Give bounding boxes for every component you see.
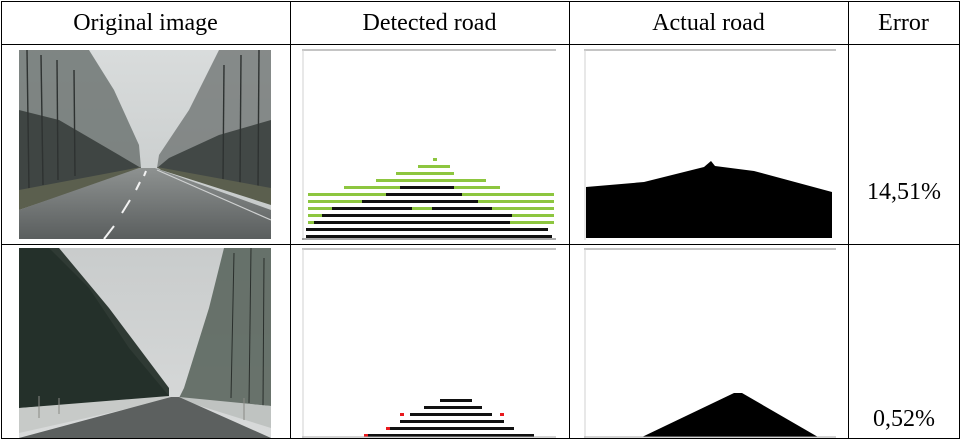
table-border-bottom bbox=[1, 438, 960, 439]
header-detected-road: Detected road bbox=[362, 10, 497, 36]
col-border-right bbox=[959, 1, 960, 439]
actual-road-mask-2 bbox=[584, 248, 836, 438]
col-divider-3 bbox=[848, 1, 849, 439]
actual-road-mask-1 bbox=[584, 49, 836, 240]
error-value-1: 14,51% bbox=[867, 179, 941, 205]
detected-road-map-2 bbox=[302, 248, 556, 438]
table-border-top bbox=[1, 1, 960, 2]
header-original-image: Original image bbox=[73, 10, 218, 36]
error-value-2: 0,52% bbox=[873, 406, 935, 432]
detected-road-map-1 bbox=[302, 49, 556, 240]
original-road-photo-2 bbox=[19, 248, 271, 438]
header-divider bbox=[1, 44, 960, 45]
header-actual-road: Actual road bbox=[652, 10, 765, 36]
col-divider-2 bbox=[569, 1, 570, 439]
col-divider-1 bbox=[290, 1, 291, 439]
col-border-left bbox=[1, 1, 2, 439]
row-divider bbox=[1, 244, 960, 245]
header-error: Error bbox=[878, 10, 929, 36]
original-road-photo-1 bbox=[19, 50, 271, 239]
